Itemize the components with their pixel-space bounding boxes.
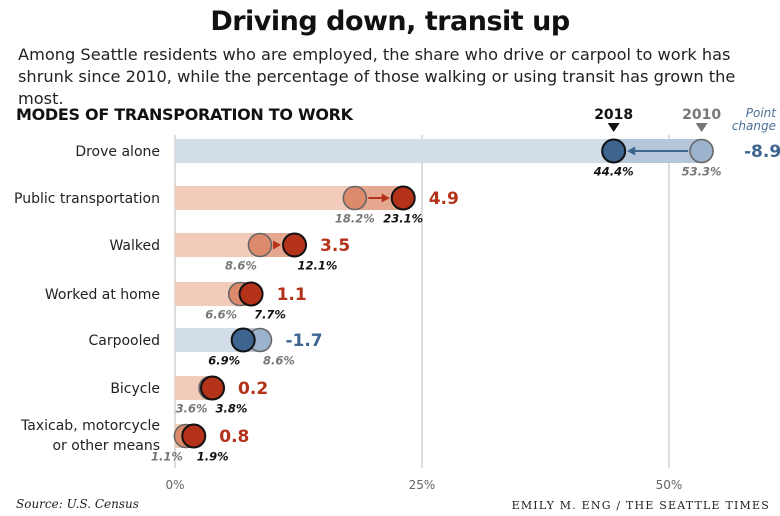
source-note: Source: U.S. Census (16, 497, 139, 511)
category-label-4: Carpooled (88, 333, 160, 349)
value-label-2010-0: 53.3% (682, 165, 722, 179)
value-label-2010-2: 8.6% (225, 259, 257, 273)
category-label-1: Public transportation (14, 191, 160, 207)
category-label-2: Walked (109, 238, 160, 254)
change-arrow-head-1 (381, 193, 390, 203)
point-2018-4 (230, 327, 256, 353)
point-2018-3 (238, 281, 264, 307)
point-2010-0 (689, 138, 714, 164)
credit-line: EMILY M. ENG / THE SEATTLE TIMES (511, 499, 770, 512)
chart-subtitle: Among Seattle residents who are employed… (18, 45, 736, 108)
pointer-2018 (607, 123, 620, 132)
point-2018-6 (181, 423, 207, 449)
value-label-2010-1: 18.2% (335, 212, 375, 226)
point-change-5: 0.2 (238, 379, 268, 399)
value-label-2018-5: 3.8% (216, 402, 248, 416)
value-label-2018-0: 44.4% (593, 165, 634, 179)
x-tick-label-1: 25% (409, 478, 436, 492)
x-tick-label-2: 50% (656, 478, 683, 492)
chart-title: Driving down, transit up (210, 6, 570, 37)
value-label-2018-2: 12.1% (298, 259, 338, 273)
x-tick-label-0: 0% (165, 478, 184, 492)
value-label-2018-4: 6.9% (208, 354, 240, 368)
value-label-2010-6: 1.1% (151, 450, 183, 464)
pointer-2010 (695, 123, 708, 132)
value-label-2018-1: 23.1% (383, 212, 423, 226)
point-2018-1 (390, 185, 416, 211)
change-arrow-head-0 (627, 146, 636, 156)
point-change-1: 4.9 (429, 189, 459, 209)
point-2018-5 (200, 375, 226, 401)
category-label-6-1: or other means (52, 438, 160, 454)
point-change-0: -8.9 (744, 142, 780, 162)
value-label-2010-3: 6.6% (205, 308, 237, 322)
point-change-2: 3.5 (320, 236, 350, 256)
point-change-3: 1.1 (277, 285, 307, 305)
value-label-2018-3: 7.7% (254, 308, 286, 322)
point-change-6: 0.8 (219, 427, 249, 447)
series-label-2010: 2010 (682, 107, 721, 123)
category-label-0: Drove alone (75, 144, 160, 160)
section-label: MODES OF TRANSPORATION TO WORK (16, 105, 353, 124)
category-label-3: Worked at home (45, 287, 160, 303)
series-label-2018: 2018 (594, 107, 633, 123)
marks (173, 123, 714, 449)
point-change-header-1: Point (746, 106, 778, 120)
value-label-2010-4: 8.6% (263, 354, 295, 368)
change-arrow-head-2 (273, 240, 282, 250)
category-label-6-0: Taxicab, motorcycle (20, 418, 160, 434)
point-2010-2 (247, 232, 273, 258)
point-change-4: -1.7 (285, 331, 322, 351)
category-label-5: Bicycle (110, 381, 160, 397)
point-2018-2 (282, 232, 308, 258)
value-label-2018-6: 1.9% (197, 450, 229, 464)
point-2010-1 (342, 185, 368, 211)
point-change-header-2: change (732, 119, 776, 133)
value-label-2010-5: 3.6% (176, 402, 208, 416)
point-2018-0 (601, 138, 627, 164)
